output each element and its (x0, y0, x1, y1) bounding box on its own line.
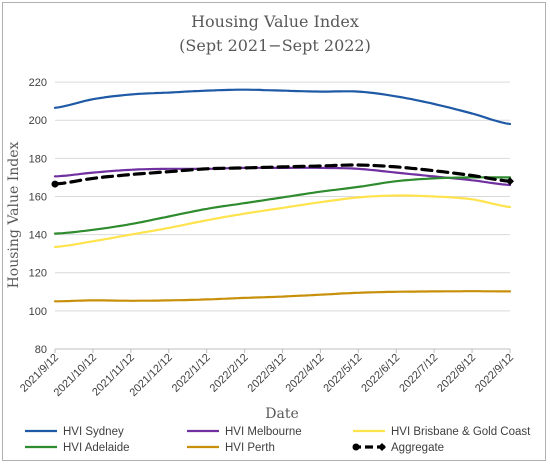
series-line-hvi-perth (53, 290, 512, 303)
chart-subtitle: (Sept 2021−Sept 2022) (179, 36, 371, 55)
series-line-aggregate (53, 163, 512, 186)
x-tick-label: 2022/3/12 (246, 352, 289, 395)
x-tick-label: 2022/5/12 (321, 352, 364, 395)
x-tick-label: 2022/7/12 (397, 352, 440, 395)
series-marker-aggregate (51, 180, 59, 188)
series-line-hvi-adelaide (53, 176, 512, 235)
legend-label-hvi-melbourne: HVI Melbourne (225, 426, 302, 438)
legend-label-aggregate: Aggregate (391, 442, 444, 454)
x-tick-label: 2022/2/12 (208, 352, 251, 395)
x-tick-label: 2022/9/12 (473, 352, 516, 395)
x-axis-label: Date (265, 406, 298, 422)
legend-label-hvi-brisbane-gold-coast: HVI Brisbane & Gold Coast (391, 426, 531, 438)
legend-marker-aggregate (352, 443, 360, 451)
y-tick-label: 180 (29, 153, 47, 165)
y-axis-label: Housing Value Index (6, 141, 22, 288)
legend-label-hvi-sydney: HVI Sydney (63, 426, 124, 438)
y-tick-label: 80 (35, 344, 47, 356)
series-line-hvi-brisbane-gold-coast (53, 194, 512, 249)
x-tick-label: 2022/8/12 (435, 352, 478, 395)
legend-marker-aggregate (378, 443, 386, 451)
y-tick-label: 200 (29, 115, 47, 127)
grid-lines (55, 81, 510, 350)
chart-title: Housing Value Index (191, 12, 359, 31)
housing-value-index-chart: Housing Value Index (Sept 2021−Sept 2022… (6, 12, 531, 454)
legend-label-hvi-perth: HVI Perth (225, 442, 275, 454)
axes: 801001201401601802002202021/9/122021/10/… (18, 77, 516, 399)
chart-frame: Housing Value Index (Sept 2021−Sept 2022… (2, 2, 546, 461)
y-tick-label: 120 (29, 268, 47, 280)
x-tick-label: 2022/1/12 (170, 352, 213, 395)
legend-label-hvi-adelaide: HVI Adelaide (63, 442, 130, 454)
x-tick-label: 2022/6/12 (359, 352, 402, 395)
x-tick-label: 2022/4/12 (283, 352, 326, 395)
y-tick-label: 140 (29, 230, 47, 242)
y-tick-label: 100 (29, 306, 47, 318)
series-marker-aggregate (506, 177, 514, 186)
legend: HVI Sydney HVI Melbourne HVI Brisbane & Go… (25, 426, 531, 454)
y-tick-label: 160 (29, 191, 47, 203)
series-lines (51, 88, 514, 303)
y-tick-label: 220 (29, 77, 47, 89)
series-line-hvi-sydney (53, 88, 512, 126)
